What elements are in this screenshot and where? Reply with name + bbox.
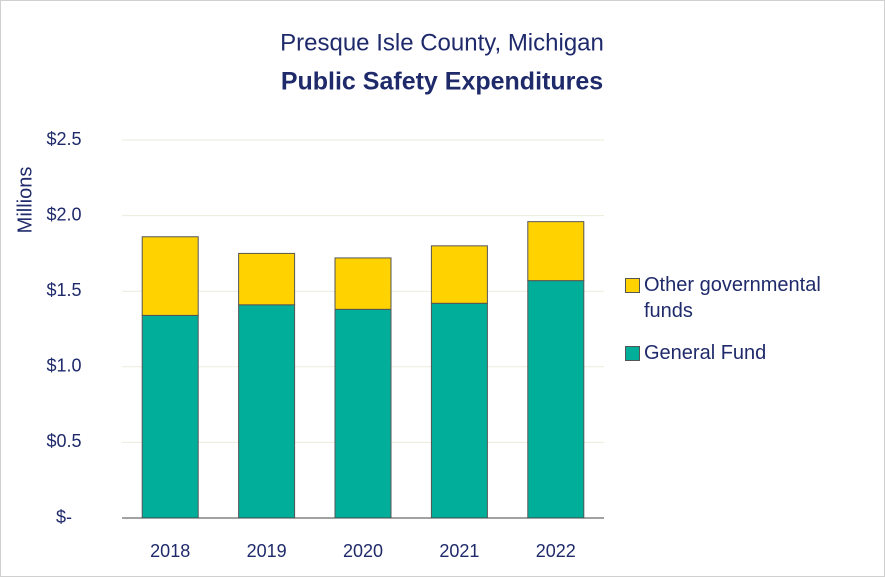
bar-segment — [141, 314, 199, 519]
y-tick-label: $1.5 — [46, 280, 81, 300]
bar-segment — [238, 304, 296, 519]
bar-segment — [141, 236, 199, 316]
bar-segment — [430, 245, 488, 304]
legend-swatch — [625, 278, 640, 293]
bar-segment — [430, 302, 488, 519]
x-tick-label: 2019 — [247, 541, 287, 561]
legend-item: Other governmental funds — [625, 272, 860, 324]
x-tick-label: 2022 — [536, 541, 576, 561]
legend: Other governmental funds General Fund — [625, 272, 860, 382]
bar-segment — [527, 280, 585, 519]
legend-label: General Fund — [644, 342, 767, 364]
y-tick-label: $2.5 — [46, 129, 81, 149]
bar-segment — [334, 308, 392, 519]
chart-subtitle: Public Safety Expenditures — [281, 68, 603, 96]
y-tick-label: $2.0 — [46, 204, 81, 224]
y-tick-label: $- — [56, 507, 72, 527]
y-tick-label: $1.0 — [46, 356, 81, 376]
chart-title: Presque Isle County, Michigan — [280, 29, 604, 56]
y-tick-label: $0.5 — [46, 431, 81, 451]
legend-swatch — [625, 346, 640, 361]
x-tick-label: 2021 — [439, 541, 479, 561]
bar-segment — [334, 257, 392, 310]
y-axis-label: Millions — [14, 167, 36, 234]
bar-segment — [527, 221, 585, 282]
x-tick-label: 2018 — [150, 541, 190, 561]
legend-label: Other governmental funds — [644, 274, 821, 322]
legend-item: General Fund — [625, 340, 860, 366]
bar-segment — [238, 252, 296, 306]
x-tick-label: 2020 — [343, 541, 383, 561]
